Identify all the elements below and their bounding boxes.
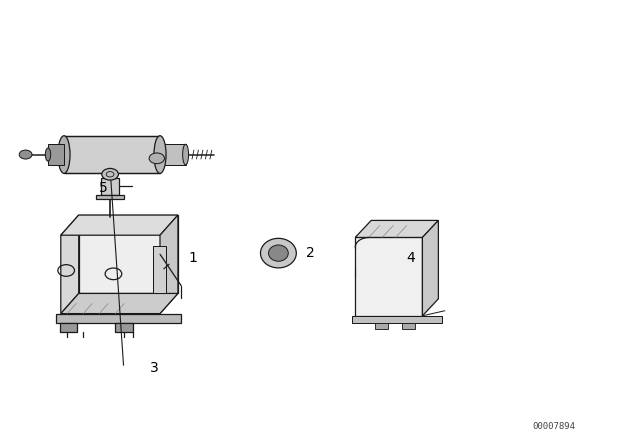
Polygon shape (61, 215, 79, 314)
Polygon shape (115, 323, 133, 332)
Circle shape (149, 153, 164, 164)
Polygon shape (48, 144, 64, 165)
Ellipse shape (45, 148, 51, 161)
Polygon shape (403, 323, 415, 329)
Circle shape (102, 168, 118, 180)
Text: 3: 3 (150, 361, 159, 375)
Polygon shape (352, 316, 442, 323)
Polygon shape (160, 215, 178, 314)
Ellipse shape (269, 245, 288, 261)
Circle shape (19, 150, 32, 159)
Polygon shape (61, 215, 178, 235)
Polygon shape (96, 195, 124, 199)
Polygon shape (375, 323, 388, 329)
Polygon shape (79, 215, 178, 293)
Text: 2: 2 (306, 246, 315, 260)
Polygon shape (56, 314, 181, 323)
Text: 1: 1 (189, 250, 198, 265)
Ellipse shape (260, 238, 296, 268)
Polygon shape (153, 246, 166, 293)
Ellipse shape (58, 136, 70, 173)
Polygon shape (61, 293, 178, 314)
Ellipse shape (154, 136, 166, 173)
Polygon shape (355, 237, 422, 316)
Ellipse shape (182, 144, 189, 165)
Polygon shape (101, 178, 119, 195)
Polygon shape (355, 220, 438, 237)
Text: 5: 5 (99, 181, 108, 195)
Polygon shape (60, 323, 77, 332)
Polygon shape (422, 220, 438, 316)
Polygon shape (64, 136, 160, 173)
Polygon shape (161, 144, 186, 165)
Text: 4: 4 (406, 250, 415, 265)
Text: 00007894: 00007894 (532, 422, 575, 431)
